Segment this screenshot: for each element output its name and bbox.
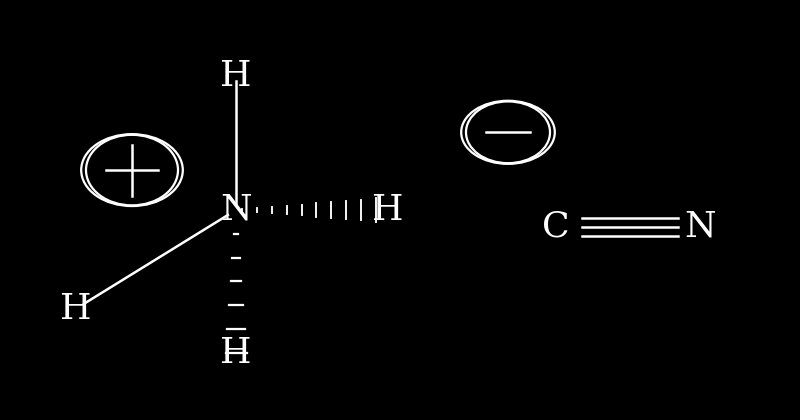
- Text: H: H: [220, 59, 252, 92]
- Text: N: N: [220, 193, 252, 227]
- Text: N: N: [684, 210, 716, 244]
- Text: H: H: [372, 193, 404, 227]
- Text: H: H: [60, 292, 92, 326]
- Text: C: C: [542, 210, 570, 244]
- Text: H: H: [220, 336, 252, 370]
